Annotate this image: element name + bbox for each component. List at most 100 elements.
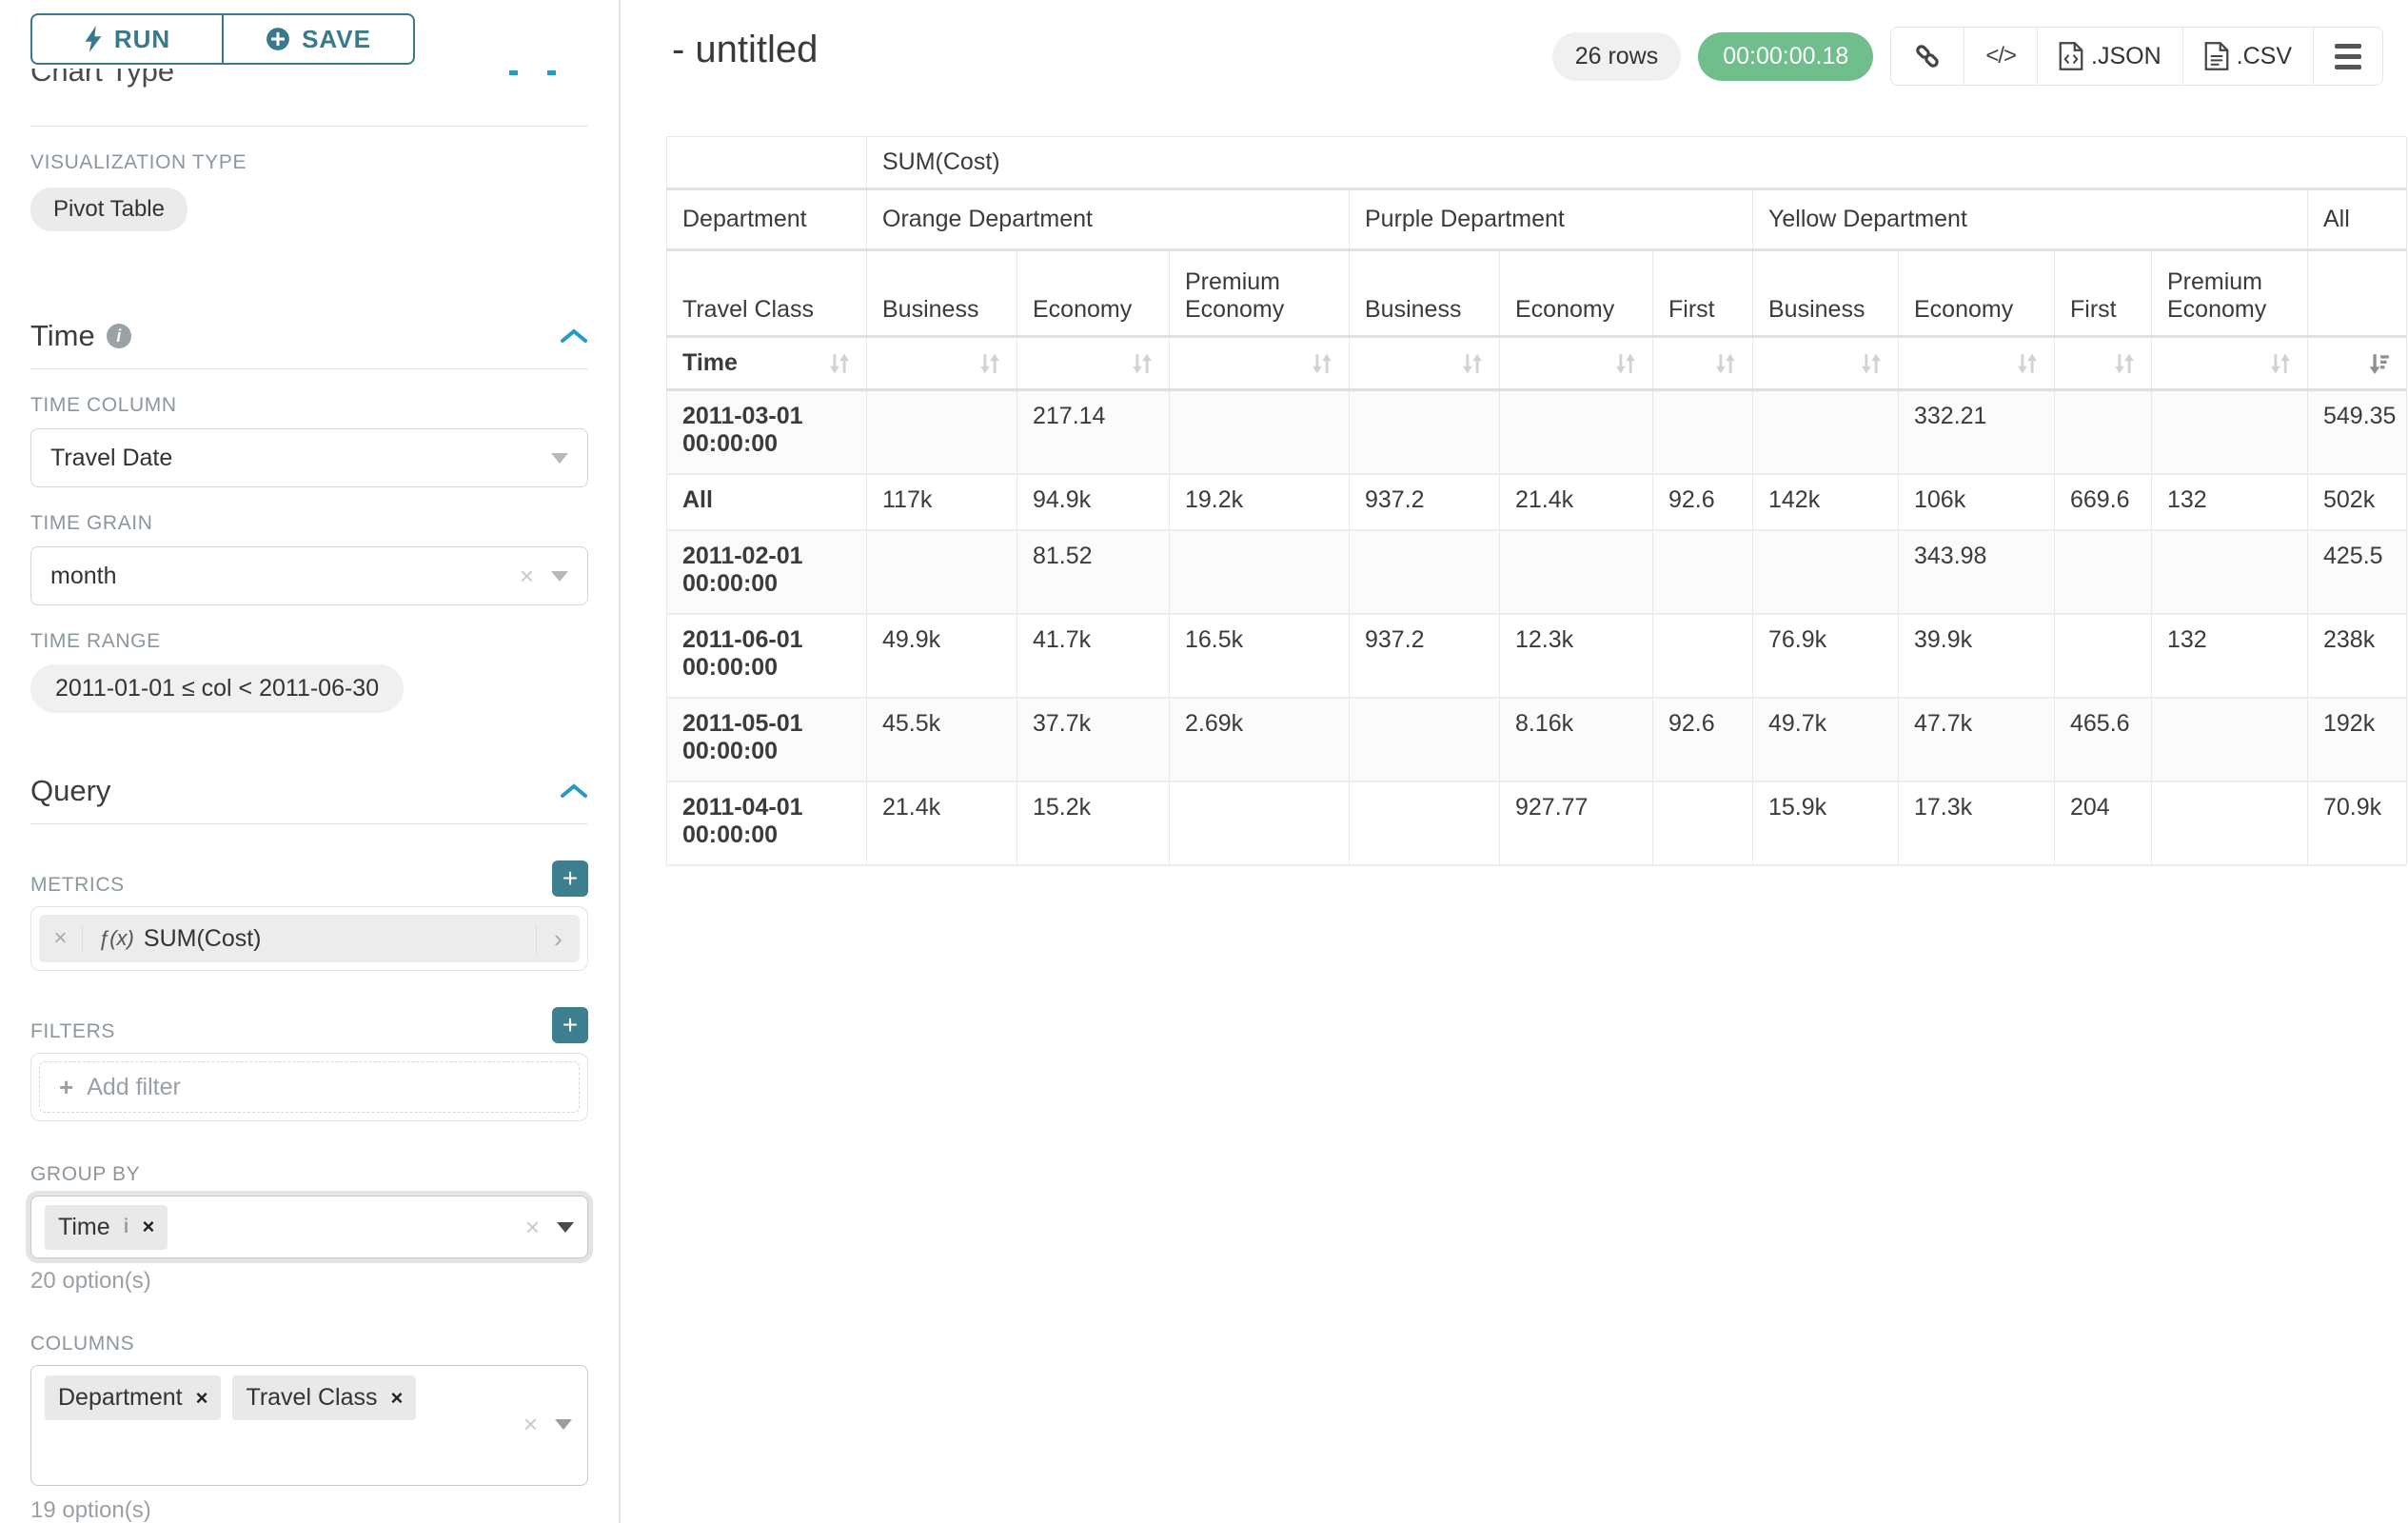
embed-code-button[interactable]: </> [1964, 28, 2038, 85]
clear-icon[interactable]: × [523, 1410, 538, 1439]
export-json-button[interactable]: .JSON [2038, 28, 2183, 85]
time-column-select[interactable]: Travel Date [30, 428, 588, 487]
link-icon [1912, 41, 1943, 71]
sort-arrows-icon[interactable] [2016, 351, 2039, 376]
chart-title[interactable]: - untitled [672, 29, 818, 71]
add-metric-button[interactable]: + [552, 860, 588, 897]
sort-header-cell[interactable] [2152, 337, 2308, 390]
sort-arrows-icon[interactable] [1714, 351, 1737, 376]
sort-header-cell[interactable] [1500, 337, 1653, 390]
sort-arrows-icon[interactable] [2113, 351, 2136, 376]
chevron-down-icon [551, 453, 568, 464]
sort-descending-icon[interactable] [2368, 351, 2391, 376]
share-link-button[interactable] [1891, 28, 1964, 85]
section-divider [30, 126, 588, 127]
save-button[interactable]: SAVE [223, 13, 415, 65]
sort-header-cell[interactable] [867, 337, 1017, 390]
table-row: 2011-06-01 00:00:0049.9k41.7k16.5k937.21… [667, 614, 2407, 698]
chevron-right-icon[interactable]: › [536, 924, 580, 954]
sort-arrows-icon[interactable] [1860, 351, 1883, 376]
value-cell: 39.9k [1899, 614, 2055, 698]
select-controls: × [510, 1410, 572, 1439]
group-by-select[interactable]: Time i × × [30, 1196, 588, 1258]
sort-arrows-icon[interactable] [1614, 351, 1637, 376]
run-button[interactable]: RUN [30, 13, 223, 65]
time-section-title: Time [30, 319, 95, 353]
collapse-chevron-icon[interactable] [560, 782, 588, 800]
sort-arrows-icon[interactable] [2269, 351, 2292, 376]
query-section-title: Query [30, 774, 110, 808]
time-grain-select[interactable]: month × [30, 546, 588, 605]
sort-header-cell[interactable] [1753, 337, 1899, 390]
sort-header-cell[interactable] [1170, 337, 1350, 390]
sort-arrows-icon[interactable] [978, 351, 1001, 376]
time-axis-header: Time [667, 337, 867, 390]
column-header: First [2055, 250, 2152, 337]
group-by-chip-time[interactable]: Time i × [45, 1205, 168, 1250]
sort-header-cell[interactable] [1350, 337, 1500, 390]
column-header: Business [1753, 250, 1899, 337]
time-range-value[interactable]: 2011-01-01 ≤ col < 2011-06-30 [30, 664, 404, 713]
chevron-down-icon[interactable] [555, 1419, 572, 1430]
columns-label: COLUMNS [30, 1333, 588, 1355]
value-cell [1170, 390, 1350, 474]
chart-area: - untitled 26 rows 00:00:00.18 </> [621, 0, 2408, 1523]
section-divider [30, 368, 588, 369]
value-cell [2055, 530, 2152, 614]
value-cell: 238k [2308, 614, 2407, 698]
row-count-badge: 26 rows [1552, 32, 1682, 81]
sort-arrows-icon[interactable] [1131, 351, 1154, 376]
sort-header-cell[interactable] [1899, 337, 2055, 390]
lightning-bolt-icon [84, 26, 103, 52]
chevron-down-icon[interactable] [557, 1222, 574, 1233]
columns-select[interactable]: Department × Travel Class × × [30, 1365, 588, 1486]
sort-arrows-icon[interactable] [828, 351, 851, 376]
clear-icon[interactable]: × [525, 1213, 540, 1242]
value-cell: 45.5k [867, 698, 1017, 781]
time-grain-label: TIME GRAIN [30, 512, 588, 535]
value-cell [1653, 530, 1753, 614]
remove-chip-icon[interactable]: × [390, 1386, 403, 1411]
sort-header-cell[interactable] [2308, 337, 2407, 390]
value-cell: 17.3k [1899, 781, 2055, 865]
sort-header-cell[interactable] [1653, 337, 1753, 390]
columns-options-note: 19 option(s) [30, 1497, 588, 1523]
sort-arrows-icon[interactable] [1311, 351, 1333, 376]
column-header: Premium Economy [1170, 250, 1350, 337]
row-label-cell: 2011-04-01 00:00:00 [667, 781, 867, 865]
collapse-chevron-icon[interactable] [560, 327, 588, 345]
visualization-type-value[interactable]: Pivot Table [30, 188, 188, 231]
value-cell: 937.2 [1350, 474, 1500, 530]
metric-chip[interactable]: × ƒ(x) SUM(Cost) › [39, 915, 580, 962]
hamburger-icon [2335, 44, 2361, 69]
metric-header-cell: SUM(Cost) [867, 137, 2407, 189]
sort-header-cell[interactable] [2055, 337, 2152, 390]
sort-arrows-icon[interactable] [1461, 351, 1484, 376]
chevron-down-icon [551, 571, 568, 582]
value-cell [1753, 390, 1899, 474]
menu-button[interactable] [2314, 28, 2382, 85]
export-json-label: .JSON [2091, 43, 2161, 70]
clear-icon[interactable]: × [520, 562, 534, 591]
value-cell: 502k [2308, 474, 2407, 530]
chevron-up-icon [547, 70, 556, 75]
remove-chip-icon[interactable]: × [196, 1386, 208, 1411]
add-filter-label: Add filter [87, 1074, 181, 1101]
metrics-label: METRICS [30, 874, 125, 897]
chip-label: Travel Class [246, 1384, 377, 1412]
value-cell: 332.21 [1899, 390, 2055, 474]
add-filter-button[interactable]: + Add filter [39, 1061, 580, 1113]
remove-metric-icon[interactable]: × [39, 925, 83, 952]
sort-header-cell[interactable] [1017, 337, 1170, 390]
column-group-header: Purple Department [1350, 189, 1753, 250]
table-row: 2011-03-01 00:00:00217.14332.21549.35 [667, 390, 2407, 474]
column-group-header: All [2308, 189, 2407, 250]
export-csv-button[interactable]: .CSV [2183, 28, 2314, 85]
remove-chip-icon[interactable]: × [142, 1215, 154, 1239]
value-cell: 549.35 [2308, 390, 2407, 474]
add-filter-plus-button[interactable]: + [552, 1007, 588, 1043]
columns-chip-travel-class[interactable]: Travel Class × [232, 1375, 416, 1420]
value-cell: 12.3k [1500, 614, 1653, 698]
columns-chip-department[interactable]: Department × [45, 1375, 221, 1420]
results-header-controls: 26 rows 00:00:00.18 </> [1552, 27, 2383, 86]
